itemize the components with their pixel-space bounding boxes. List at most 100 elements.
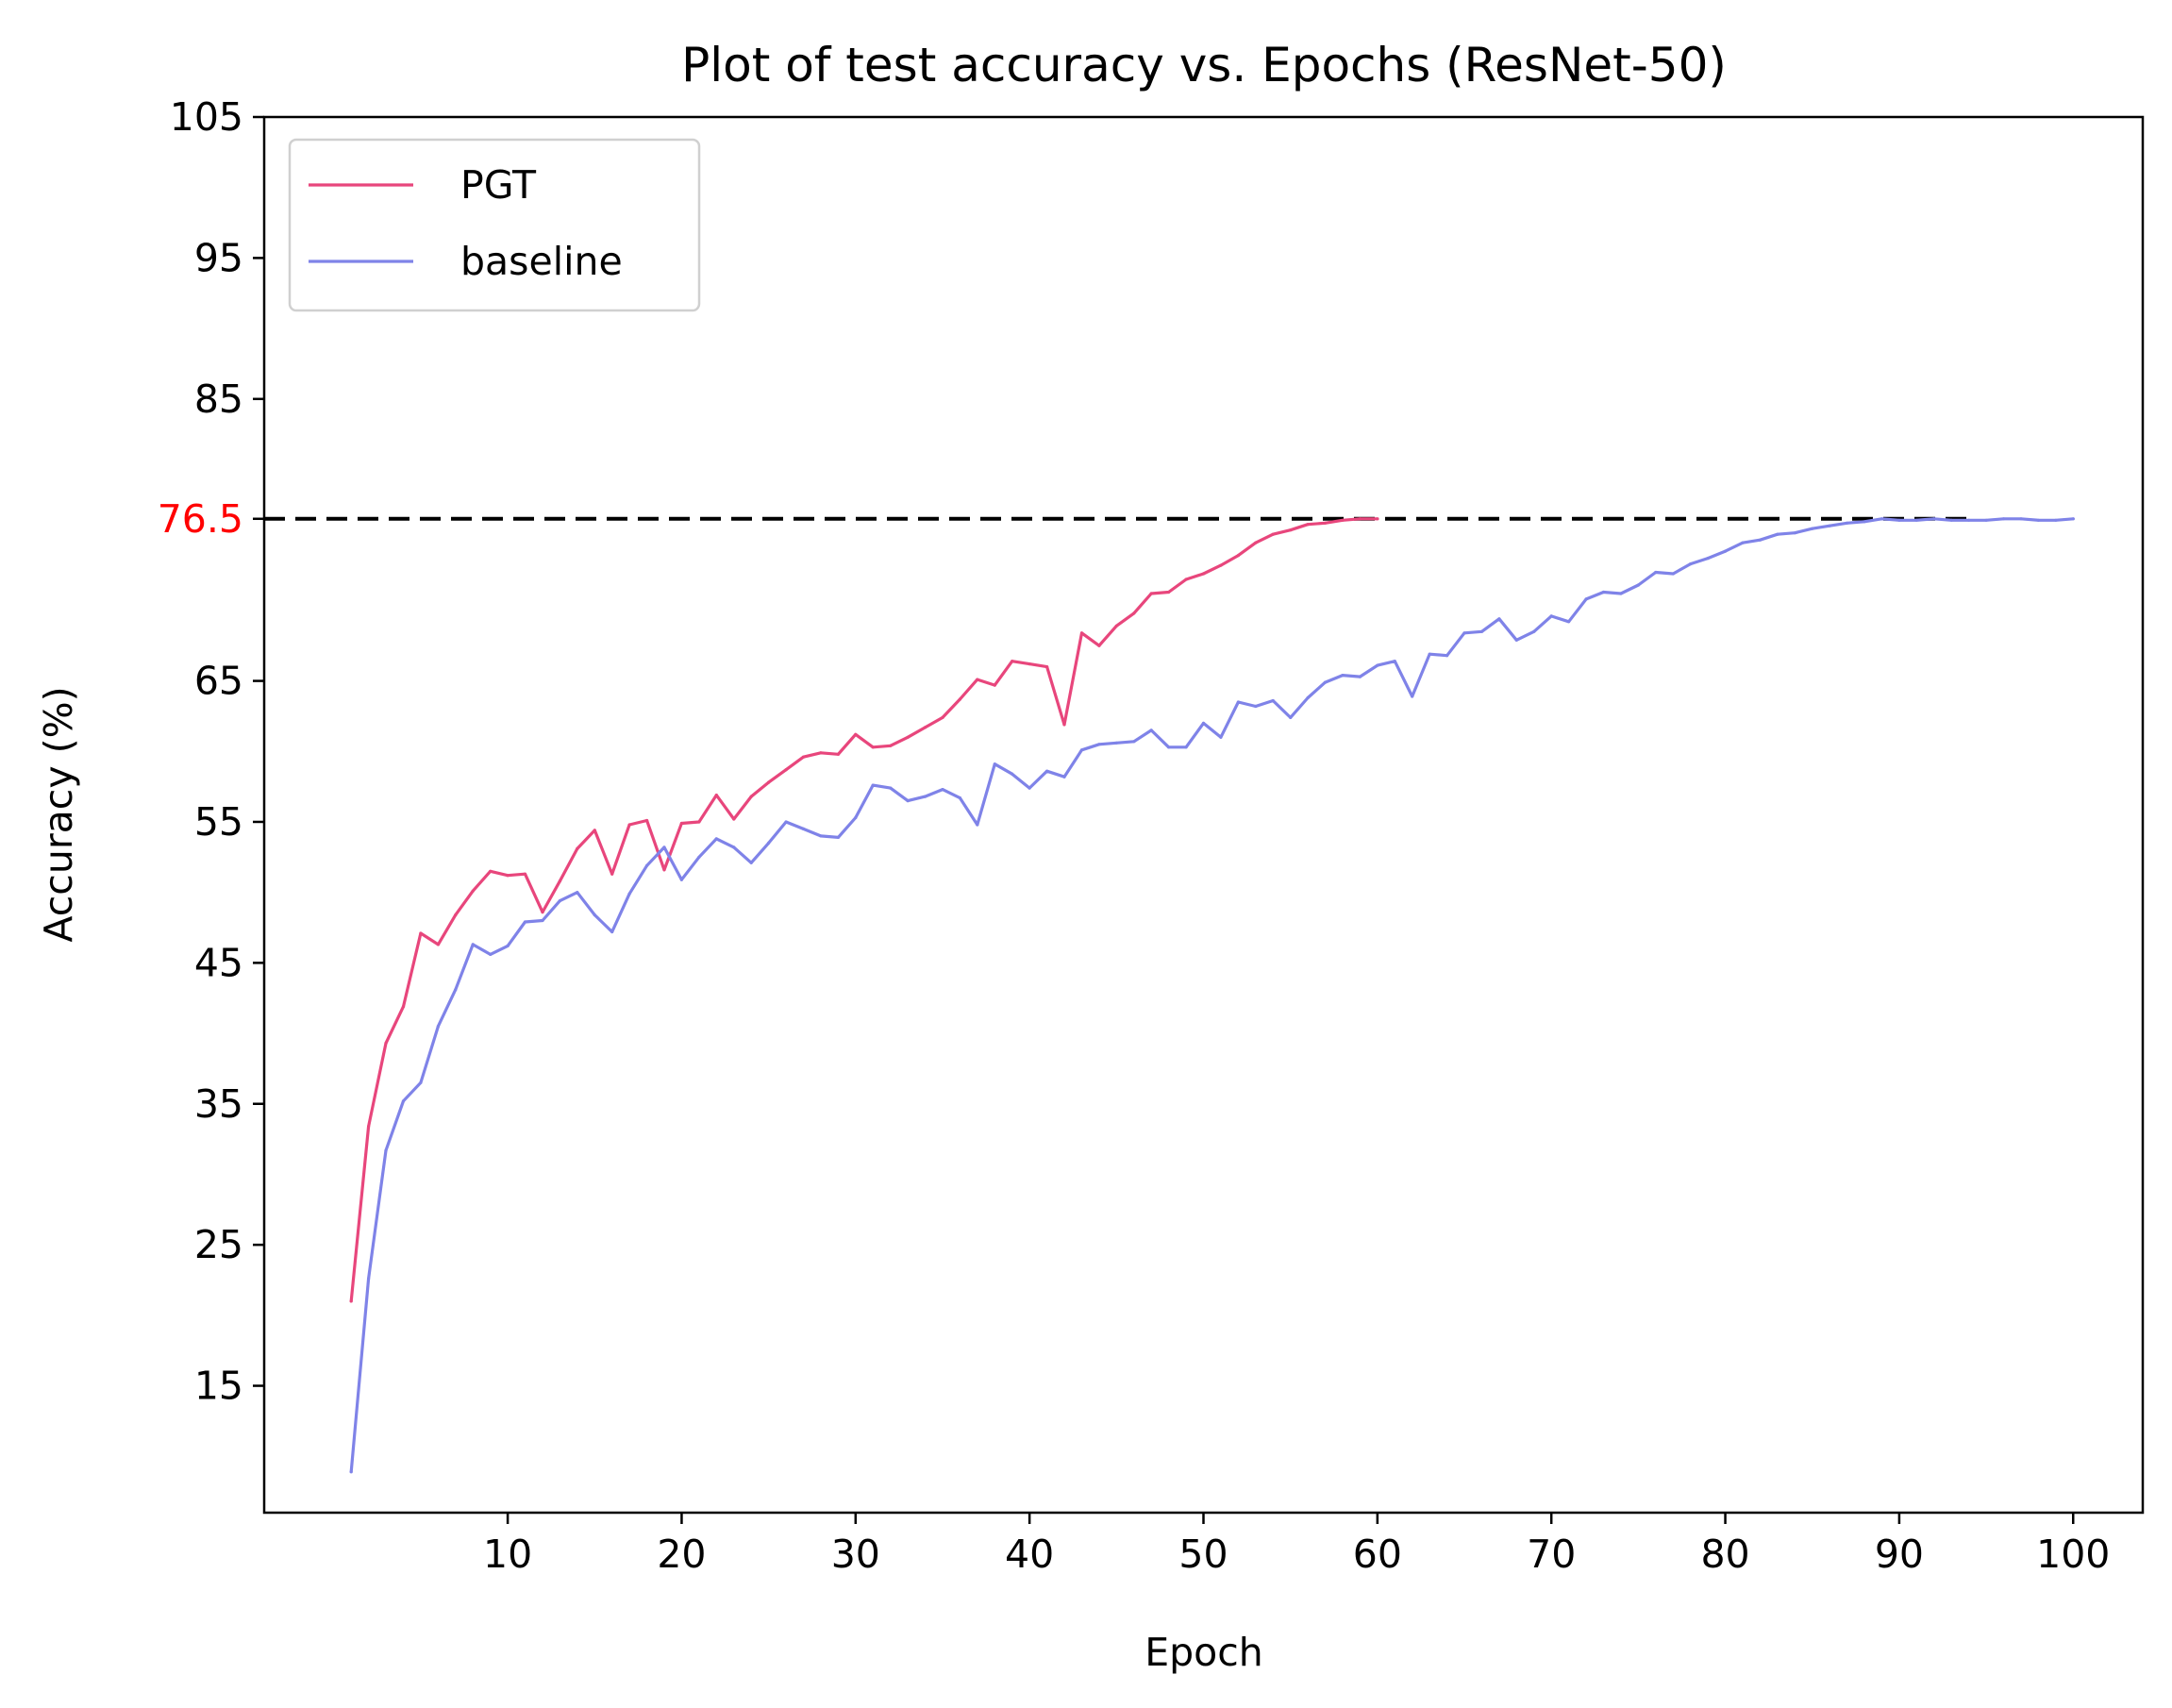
data-point-baseline: [923, 795, 927, 798]
data-point-baseline: [1376, 663, 1379, 667]
data-point-baseline: [506, 944, 510, 948]
y-tick-label: 45: [194, 940, 243, 985]
data-point-pgt: [923, 726, 927, 729]
data-point-pgt: [871, 745, 875, 749]
data-point-baseline: [1984, 518, 1988, 522]
data-point-baseline: [1045, 769, 1049, 773]
data-point-baseline: [523, 920, 527, 924]
data-point-baseline: [610, 929, 614, 934]
data-point-pgt: [489, 869, 493, 873]
data-point-baseline: [1341, 674, 1345, 678]
data-point-baseline: [1236, 700, 1240, 704]
data-point-pgt: [958, 697, 962, 701]
data-point-baseline: [1219, 735, 1223, 739]
data-point-pgt: [523, 872, 527, 876]
data-point-baseline: [401, 1099, 406, 1103]
data-point-pgt: [1201, 572, 1206, 576]
data-point-pgt: [1306, 523, 1310, 527]
data-point-pgt: [679, 821, 684, 826]
data-point-baseline: [1532, 629, 1536, 633]
data-point-pgt: [558, 879, 562, 883]
data-point-baseline: [627, 892, 631, 896]
data-point-pgt: [1045, 665, 1049, 669]
data-point-baseline: [593, 913, 596, 917]
legend-label-pgt: PGT: [460, 162, 537, 208]
data-point-baseline: [1271, 698, 1275, 703]
x-tick-label: 100: [2036, 1532, 2110, 1577]
x-axis-label: Epoch: [1144, 1630, 1263, 1675]
data-point-baseline: [2036, 518, 2040, 522]
data-point-baseline: [941, 788, 944, 792]
x-tick-label: 60: [1353, 1532, 1402, 1577]
data-point-baseline: [1724, 549, 1728, 553]
data-point-pgt: [576, 846, 579, 851]
data-point-baseline: [1011, 772, 1014, 776]
data-point-pgt: [1289, 528, 1293, 532]
data-point-baseline: [1306, 695, 1310, 700]
data-point-pgt: [941, 715, 944, 720]
data-point-baseline: [349, 1470, 353, 1474]
data-point-baseline: [436, 1025, 440, 1029]
data-point-baseline: [1846, 521, 1849, 525]
data-point-baseline: [889, 786, 893, 790]
data-point-pgt: [1323, 521, 1328, 525]
data-point-baseline: [714, 837, 718, 841]
data-point-baseline: [471, 943, 475, 946]
data-point-pgt: [384, 1041, 388, 1046]
data-point-baseline: [1914, 518, 1918, 522]
data-point-baseline: [1358, 675, 1362, 678]
data-point-pgt: [436, 943, 440, 946]
legend-label-baseline: baseline: [460, 239, 623, 284]
x-tick-label: 90: [1875, 1532, 1924, 1577]
data-point-baseline: [2071, 517, 2075, 521]
data-point-baseline: [1184, 745, 1188, 749]
data-point-baseline: [767, 841, 771, 846]
data-point-baseline: [1949, 518, 1953, 522]
data-point-pgt: [367, 1125, 371, 1129]
y-tick-label: 35: [194, 1081, 243, 1127]
data-point-baseline: [819, 834, 823, 838]
data-point-baseline: [854, 815, 858, 820]
data-point-pgt: [1028, 662, 1031, 666]
series-baseline: [349, 517, 2075, 1474]
data-point-pgt: [836, 752, 841, 756]
data-point-pgt: [1219, 563, 1223, 567]
data-point-baseline: [1289, 715, 1293, 720]
data-point-pgt: [732, 817, 736, 821]
y-tick-label: 25: [194, 1222, 243, 1267]
data-point-pgt: [784, 768, 788, 772]
y-tick-label: 95: [194, 235, 243, 280]
x-tick-label: 70: [1527, 1532, 1576, 1577]
data-point-baseline: [419, 1080, 423, 1084]
data-point-pgt: [993, 683, 996, 687]
data-point-pgt: [1149, 592, 1153, 595]
data-point-baseline: [1689, 562, 1693, 566]
x-tick-label: 30: [831, 1532, 880, 1577]
data-point-baseline: [558, 899, 562, 903]
data-point-pgt: [645, 818, 649, 823]
data-point-pgt: [401, 1005, 406, 1009]
data-point-baseline: [454, 988, 458, 992]
data-point-baseline: [1880, 517, 1884, 521]
legend: PGT baseline: [288, 138, 701, 312]
data-point-pgt: [1184, 578, 1188, 581]
x-tick-label: 20: [657, 1532, 706, 1577]
data-point-baseline: [1428, 652, 1431, 656]
x-tick-label: 80: [1700, 1532, 1749, 1577]
data-point-baseline: [1411, 695, 1414, 698]
data-point-baseline: [1584, 597, 1588, 601]
data-point-baseline: [801, 827, 806, 831]
data-point-pgt: [593, 829, 596, 832]
x-axis: 10 20 30 40 50 60 70 80 90 100: [483, 1513, 2110, 1577]
data-point-baseline: [384, 1148, 388, 1152]
data-point-baseline: [1636, 583, 1640, 587]
data-point-baseline: [2054, 518, 2058, 522]
y-tick-label: 55: [194, 799, 243, 845]
data-point-baseline: [871, 783, 875, 787]
data-point-baseline: [576, 891, 579, 895]
data-point-baseline: [1619, 592, 1623, 595]
data-point-baseline: [836, 835, 841, 840]
data-point-pgt: [1079, 631, 1084, 635]
